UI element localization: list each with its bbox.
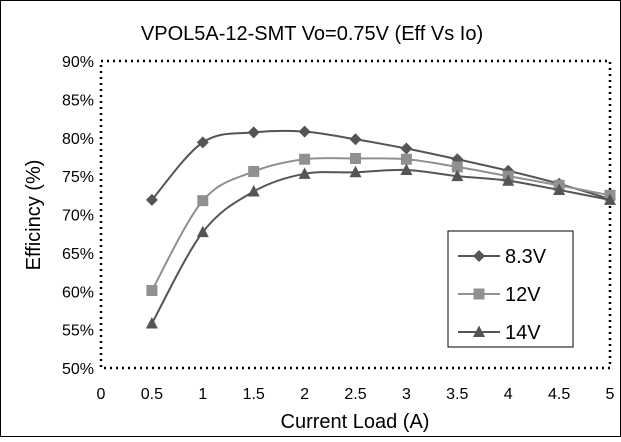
legend-label: 12V bbox=[505, 284, 541, 306]
data-point-diamond bbox=[349, 133, 362, 146]
chart-title: VPOL5A-12-SMT Vo=0.75V (Eff Vs Io) bbox=[141, 23, 483, 45]
series-layer bbox=[145, 125, 616, 329]
data-point-triangle bbox=[604, 193, 616, 205]
legend-marker-triangle bbox=[473, 325, 485, 337]
x-tick-label: 4 bbox=[504, 386, 513, 403]
x-tick-label: 2 bbox=[300, 386, 309, 403]
legend-label: 8.3V bbox=[505, 246, 547, 268]
data-point-square bbox=[400, 153, 412, 165]
legend-entry: 14V bbox=[458, 322, 541, 344]
y-tick-label: 85% bbox=[62, 92, 94, 109]
x-tick-label: 3 bbox=[402, 386, 411, 403]
x-tick-label: 1.5 bbox=[243, 386, 265, 403]
legend-marker-diamond bbox=[473, 250, 485, 262]
y-tick-label: 65% bbox=[62, 246, 94, 263]
data-point-square bbox=[350, 152, 361, 164]
x-axis-label: Current Load (A) bbox=[281, 411, 430, 433]
data-point-square bbox=[299, 153, 311, 165]
data-point-triangle bbox=[298, 167, 311, 179]
x-tick-label: 0 bbox=[97, 386, 106, 403]
legend-marker-square bbox=[473, 288, 485, 300]
y-tick-label: 60% bbox=[62, 284, 94, 301]
data-point-diamond bbox=[298, 125, 311, 138]
series-line bbox=[151, 129, 611, 201]
legend-label: 14V bbox=[505, 322, 541, 344]
y-tick-label: 80% bbox=[62, 131, 94, 148]
data-point-diamond bbox=[145, 193, 158, 206]
data-point-triangle bbox=[400, 163, 413, 175]
x-tick-label: 0.5 bbox=[141, 386, 163, 403]
legend: 8.3V 12V 14V bbox=[447, 230, 574, 348]
data-point-triangle bbox=[451, 169, 464, 182]
data-point-triangle bbox=[145, 316, 158, 329]
data-point-square bbox=[197, 195, 209, 207]
data-point-triangle bbox=[502, 174, 515, 186]
x-tick-label: 3.5 bbox=[446, 386, 468, 403]
series-line bbox=[151, 157, 611, 291]
series-14v bbox=[145, 163, 616, 329]
legend-entry: 8.3V bbox=[458, 246, 547, 268]
y-tick-label: 70% bbox=[62, 208, 94, 225]
legend-items: 8.3V 12V 14V bbox=[458, 246, 547, 344]
y-tick-label: 75% bbox=[62, 169, 94, 186]
legend-entry: 12V bbox=[458, 284, 541, 306]
data-point-diamond bbox=[400, 142, 413, 155]
data-point-square bbox=[146, 284, 158, 296]
x-tick-label: 2.5 bbox=[344, 386, 366, 403]
y-axis-ticks: 50% 55% 60% 65% 70% 75% 80% 85% 90% bbox=[62, 54, 94, 378]
data-point-triangle bbox=[349, 165, 362, 178]
x-axis-ticks: 0 0.5 1 1.5 2 2.5 3 3.5 4 4.5 5 bbox=[97, 386, 615, 403]
series-line bbox=[151, 168, 611, 324]
data-point-diamond bbox=[247, 126, 260, 139]
y-axis-label: Efficincy (%) bbox=[23, 160, 45, 271]
data-point-square bbox=[451, 161, 463, 173]
legend-box bbox=[447, 230, 574, 348]
data-point-triangle bbox=[196, 225, 209, 238]
data-point-square bbox=[248, 166, 260, 178]
y-tick-label: 55% bbox=[62, 323, 94, 340]
y-tick-label: 50% bbox=[62, 361, 94, 378]
x-tick-label: 4.5 bbox=[548, 386, 570, 403]
data-point-diamond bbox=[196, 136, 209, 149]
plot-area bbox=[99, 59, 616, 370]
y-tick-label: 90% bbox=[62, 54, 94, 71]
data-point-triangle bbox=[247, 184, 260, 197]
x-tick-label: 5 bbox=[606, 386, 615, 403]
x-tick-label: 1 bbox=[198, 386, 207, 403]
data-point-triangle bbox=[553, 183, 566, 195]
